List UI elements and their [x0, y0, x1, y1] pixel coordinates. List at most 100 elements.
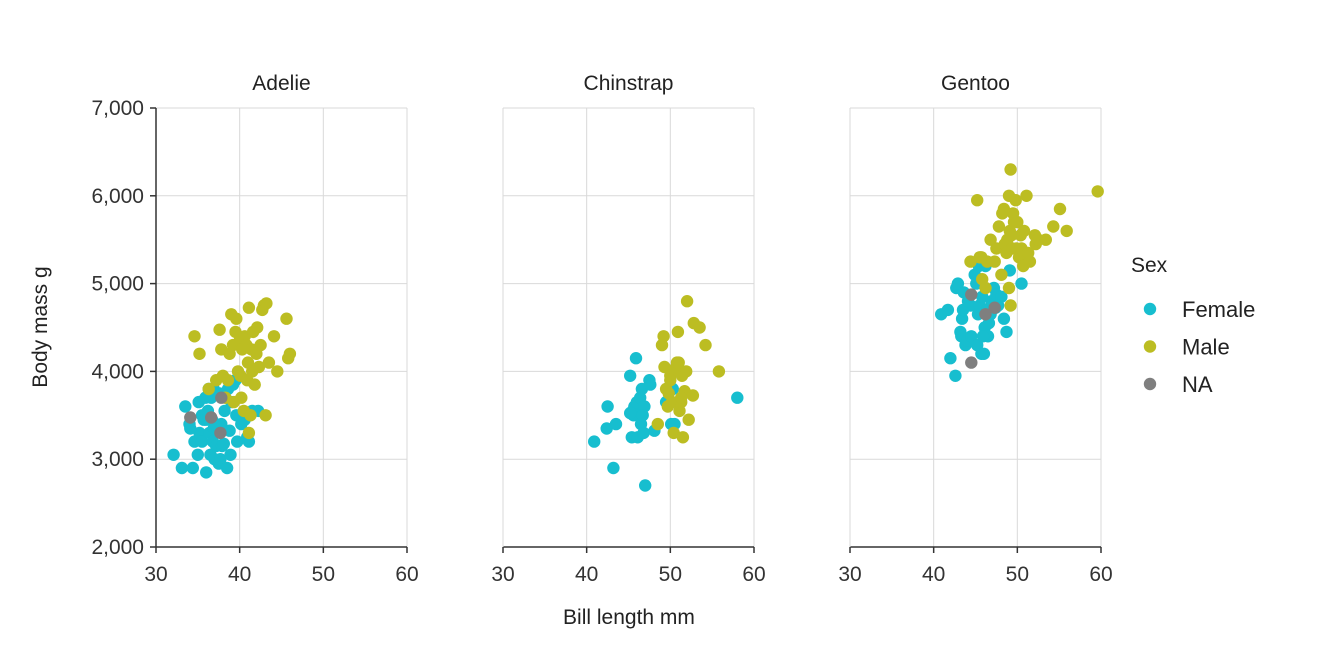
y-tick-label: 6,000 — [91, 185, 144, 208]
data-point-female — [195, 435, 209, 448]
data-point-male — [671, 325, 685, 339]
data-point-male — [1060, 224, 1073, 238]
data-point-male — [971, 194, 984, 207]
data-point-male — [1047, 220, 1060, 233]
data-point-female — [175, 461, 189, 475]
data-point-female — [965, 330, 978, 343]
data-point-female — [192, 395, 205, 409]
data-point-male — [230, 312, 243, 325]
data-point-male — [1017, 224, 1031, 238]
data-point-female — [944, 352, 957, 365]
x-tick-label: 40 — [228, 563, 251, 586]
data-point-male — [676, 431, 690, 444]
legend-entry-female: Female — [1143, 297, 1255, 322]
data-point-female — [976, 330, 990, 343]
data-point-female — [242, 435, 256, 448]
data-point-male — [188, 330, 201, 343]
data-point-male — [1023, 255, 1037, 268]
x-tick-label: 50 — [312, 563, 335, 586]
data-point-male — [699, 338, 712, 352]
data-point-female — [731, 391, 744, 404]
legend-entry-male: Male — [1143, 335, 1230, 360]
x-tick-label: 60 — [395, 563, 418, 586]
data-point-female — [1015, 277, 1028, 290]
x-tick-label: 50 — [659, 563, 682, 586]
data-point-female — [609, 417, 623, 431]
data-point-male — [964, 255, 977, 268]
data-point-male — [252, 360, 266, 374]
legend-marker — [1143, 377, 1157, 391]
legend-label: Female — [1182, 297, 1255, 322]
data-point-female — [995, 290, 1008, 303]
data-point-female — [624, 406, 637, 420]
data-point-female — [231, 435, 244, 448]
data-point-na — [215, 391, 228, 404]
data-point-male — [975, 251, 988, 264]
data-point-male — [202, 382, 215, 396]
x-tick-label: 60 — [1089, 563, 1112, 586]
facet-title: Gentoo — [941, 72, 1010, 95]
data-point-male — [235, 391, 248, 404]
data-point-male — [664, 374, 677, 387]
data-point-female — [951, 277, 965, 290]
data-point-female — [1000, 325, 1013, 339]
legend-marker — [1143, 302, 1157, 316]
y-axis-title: Body mass g — [29, 266, 52, 387]
data-point-male — [271, 365, 284, 378]
data-point-female — [629, 352, 643, 365]
x-tick-label: 30 — [838, 563, 861, 586]
data-point-male — [242, 426, 256, 440]
facet-panel-chinstrap: Chinstrap 30 40 50 60 — [491, 72, 765, 586]
data-point-male — [672, 356, 685, 369]
data-point-male — [680, 365, 693, 378]
data-point-male — [1002, 281, 1016, 295]
data-point-male — [680, 295, 694, 308]
data-point-female — [588, 435, 601, 448]
data-point-female — [224, 448, 237, 461]
x-tick-label: 30 — [144, 563, 167, 586]
data-point-female — [977, 347, 991, 360]
y-tick-label: 5,000 — [91, 273, 144, 296]
data-point-female — [191, 448, 204, 461]
data-point-female — [167, 448, 180, 461]
x-axis-title: Bill length mm — [563, 606, 695, 629]
facet-title: Chinstrap — [584, 72, 674, 95]
data-point-female — [601, 400, 614, 413]
data-point-female — [186, 461, 199, 475]
data-point-na — [214, 426, 227, 440]
legend-marker — [1143, 340, 1157, 353]
legend: Sex Female Male NA — [1131, 254, 1255, 397]
data-point-male — [254, 338, 267, 352]
y-tick-label: 3,000 — [91, 448, 144, 471]
x-tick-label: 40 — [575, 563, 598, 586]
data-point-male — [248, 378, 261, 391]
data-point-female — [184, 422, 197, 435]
y-tick-label: 7,000 — [91, 97, 144, 120]
data-point-male — [260, 297, 273, 310]
x-tick-label: 40 — [922, 563, 945, 586]
data-point-male — [1005, 229, 1018, 242]
data-point-male — [244, 409, 257, 422]
data-point-female — [624, 369, 637, 382]
facets-layer: Adelie 2,000 3,000 4,000 5,000 6,000 7,000 30 40… — [91, 72, 1112, 586]
data-point-na — [205, 411, 218, 424]
data-point-male — [1020, 189, 1033, 202]
data-point-male — [979, 281, 992, 295]
data-point-female — [636, 409, 649, 422]
data-point-male — [242, 301, 256, 314]
legend-title: Sex — [1131, 254, 1168, 277]
x-tick-label: 60 — [742, 563, 765, 586]
data-point-male — [280, 312, 293, 325]
data-point-male — [1004, 299, 1017, 312]
data-point-female — [600, 422, 613, 435]
data-point-female — [220, 461, 234, 475]
data-point-na — [965, 356, 978, 369]
data-point-male — [1091, 185, 1104, 198]
data-point-male — [221, 374, 235, 387]
data-point-female — [200, 466, 213, 479]
facet-title: Adelie — [252, 72, 310, 95]
points-adelie — [167, 297, 297, 479]
data-point-male — [1011, 215, 1024, 229]
